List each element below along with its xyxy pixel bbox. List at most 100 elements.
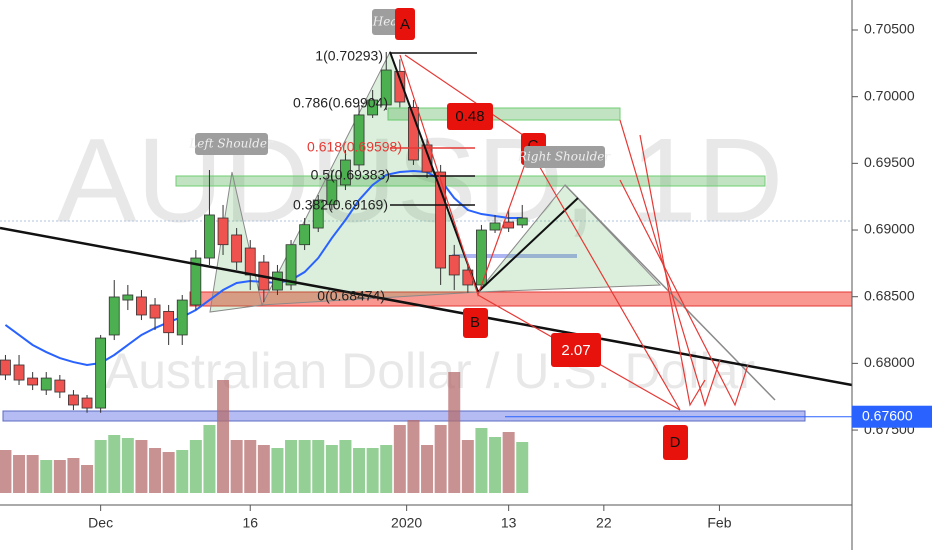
fib-label: 0.618(0.69598) <box>307 139 402 155</box>
volume-bar <box>434 425 447 493</box>
y-tick-label: 0.68000 <box>864 354 915 370</box>
zone <box>452 254 577 258</box>
zones <box>0 50 853 422</box>
pattern-line <box>477 197 579 293</box>
volume-bar <box>108 435 121 493</box>
candle-body <box>353 114 365 166</box>
fib-label: 0.786(0.69904) <box>293 95 388 111</box>
volume-bar <box>353 448 366 493</box>
y-tick-label: 0.69500 <box>864 154 915 170</box>
volume <box>0 372 529 493</box>
volume-bar <box>135 440 148 493</box>
volume-bar <box>189 440 202 493</box>
volume-bar <box>421 445 434 493</box>
zone <box>2 410 806 422</box>
x-tick-label: Dec <box>88 515 113 531</box>
x-tick-label: 2020 <box>391 515 422 531</box>
candle-body <box>340 159 351 186</box>
volume-bar <box>40 460 53 493</box>
volume-bar <box>13 455 26 493</box>
candle-body <box>244 247 256 276</box>
fib-label: 1(0.70293) <box>315 48 383 64</box>
candle-body <box>421 144 433 173</box>
candle-body <box>326 179 338 206</box>
arrow <box>619 179 749 407</box>
candle-body <box>435 171 447 269</box>
volume-bar <box>461 440 474 493</box>
candle-body <box>285 244 297 286</box>
volume-bar <box>217 380 230 493</box>
y-tick-label: 0.69000 <box>864 221 915 237</box>
fib-label: 0(0.68474) <box>317 288 385 304</box>
volume-bar <box>516 442 529 493</box>
candle-body <box>163 310 175 334</box>
candle-body <box>176 299 188 336</box>
fib-label: 0.5(0.69383) <box>311 167 390 183</box>
y-tick-label: 0.68500 <box>864 287 915 303</box>
volume-bar <box>325 445 338 493</box>
candles <box>0 52 528 413</box>
candle-body <box>0 359 11 376</box>
zone <box>387 107 621 121</box>
candle-body <box>312 199 324 229</box>
candle-body <box>394 70 406 103</box>
drawings <box>0 51 853 411</box>
volume-bar <box>298 440 311 493</box>
candle-body <box>204 214 215 259</box>
volume-bar <box>271 448 284 493</box>
point-label: C <box>528 137 539 154</box>
label-box <box>195 133 268 155</box>
candle-body <box>68 394 79 406</box>
volume-bar <box>244 440 257 493</box>
x-tick-label: 13 <box>501 515 517 531</box>
candle-body <box>516 217 528 226</box>
point-label: A <box>400 16 410 33</box>
volume-bar <box>149 448 162 493</box>
volume-bar <box>502 432 515 493</box>
volume-bar <box>176 450 189 493</box>
candle-body <box>81 397 93 409</box>
volume-bar <box>312 440 325 493</box>
volume-bar <box>67 458 80 493</box>
label-box <box>395 8 415 40</box>
candle-body <box>54 379 66 393</box>
xabcd-line <box>399 54 681 411</box>
label-box <box>524 146 605 168</box>
candle-body <box>503 221 515 229</box>
volume-bar <box>0 450 12 493</box>
candle-body <box>448 254 460 276</box>
volume-bar <box>26 455 39 493</box>
candle-body <box>13 364 25 381</box>
volume-bar <box>339 440 352 493</box>
last-price-box <box>852 405 932 428</box>
candle-body <box>136 296 147 316</box>
volume-bar <box>393 425 406 493</box>
label-box <box>463 308 488 338</box>
arrow <box>619 119 721 407</box>
candle-body <box>27 377 39 386</box>
volume-bar <box>380 445 393 493</box>
y-tick-label: 0.70500 <box>864 21 915 37</box>
x-tick-label: 22 <box>596 515 612 531</box>
x-tick-label: 16 <box>242 515 258 531</box>
volume-bar <box>203 425 216 493</box>
pattern-line <box>389 51 479 293</box>
volume-bar <box>489 437 502 493</box>
shoulder-label: Right Shoulder <box>517 150 611 164</box>
volume-bar <box>94 440 107 493</box>
volume-bar <box>448 372 461 493</box>
y-tick-label: 0.70000 <box>864 87 915 103</box>
candle-body <box>108 296 120 336</box>
shoulder-label: Left Shoulder <box>188 137 274 151</box>
arrow <box>639 134 706 407</box>
ratio-label: 0.48 <box>455 108 484 125</box>
point-label: D <box>670 434 681 451</box>
volume-bar <box>257 445 270 493</box>
zone <box>175 175 766 187</box>
candle-body <box>489 222 501 231</box>
volume-bar <box>121 438 134 493</box>
candle-body <box>149 304 161 319</box>
candle-body <box>231 234 243 263</box>
candle-body <box>40 377 52 391</box>
